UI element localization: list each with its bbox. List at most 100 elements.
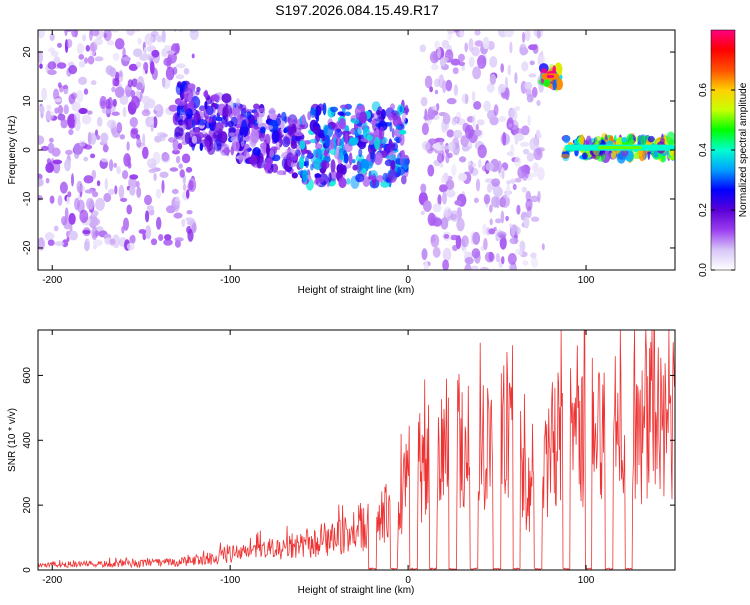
- heatmap-x-tick-label: -100: [220, 275, 240, 286]
- heatmap-blob: [431, 105, 438, 111]
- heatmap-blob: [395, 124, 402, 130]
- heatmap-blob: [398, 129, 407, 135]
- heatmap-blob: [122, 56, 131, 62]
- heatmap-blob: [522, 260, 529, 266]
- heatmap-blob: [434, 89, 439, 95]
- heatmap-blob: [150, 124, 154, 132]
- heatmap-blob: [328, 172, 332, 183]
- heatmap-blob: [471, 90, 476, 102]
- heatmap-blob: [87, 110, 93, 115]
- heatmap-blob: [252, 147, 261, 156]
- heatmap-blob: [166, 56, 173, 66]
- heatmap-blob: [74, 117, 81, 132]
- heatmap-blob: [119, 134, 126, 140]
- heatmap-blob: [391, 110, 400, 121]
- heatmap-blob: [133, 11, 140, 24]
- heatmap-blob: [173, 200, 180, 212]
- heatmap-blob: [76, 180, 83, 193]
- heatmap-blob: [151, 49, 160, 58]
- heatmap-blob: [78, 76, 88, 85]
- heatmap-blob: [315, 177, 325, 183]
- snr-series-line: [38, 330, 675, 570]
- heatmap-blob: [186, 189, 190, 199]
- heatmap-blob: [49, 195, 55, 204]
- heatmap-region-0: [38, 0, 199, 252]
- heatmap-blob: [346, 178, 351, 185]
- heatmap-blob: [370, 150, 376, 163]
- heatmap-blob: [116, 166, 121, 175]
- heatmap-blob: [62, 239, 69, 248]
- heatmap-blob: [38, 237, 45, 251]
- heatmap-blob: [238, 152, 243, 164]
- heatmap-blob: [471, 46, 480, 57]
- heatmap-blob: [102, 144, 109, 153]
- heatmap-blob: [378, 126, 385, 140]
- heatmap-blob: [353, 127, 362, 136]
- figure-title: S197.2026.084.15.49.R17: [275, 2, 439, 18]
- heatmap-blob: [166, 205, 176, 214]
- heatmap-blob: [76, 42, 84, 55]
- heatmap-blob: [514, 156, 522, 168]
- heatmap-blob: [71, 173, 74, 187]
- heatmap-region-2: [297, 99, 410, 191]
- heatmap-blob: [68, 213, 76, 225]
- heatmap-blob: [185, 108, 193, 119]
- heatmap-blob: [118, 184, 125, 199]
- heatmap-blob: [175, 43, 180, 54]
- heatmap-blob: [524, 81, 533, 90]
- heatmap-blob: [182, 16, 191, 27]
- heatmap-blob: [455, 235, 462, 250]
- heatmap-blob: [338, 177, 347, 189]
- heatmap-blob: [222, 149, 231, 154]
- heatmap-blob: [161, 78, 171, 89]
- heatmap-blob: [290, 153, 298, 161]
- heatmap-blob: [81, 114, 92, 125]
- heatmap-blob: [362, 121, 368, 135]
- heatmap-blob: [324, 134, 331, 148]
- heatmap-blob: [302, 169, 309, 183]
- heatmap-blob: [75, 11, 79, 23]
- heatmap-blob: [57, 42, 62, 48]
- heatmap-blob: [351, 159, 356, 164]
- heatmap-blob: [500, 210, 505, 224]
- heatmap-blob: [456, 217, 465, 232]
- heatmap-blob: [441, 39, 450, 49]
- heatmap-blob: [194, 131, 204, 140]
- heatmap-blob: [62, 85, 68, 90]
- heatmap-blob: [103, 192, 112, 203]
- heatmap-blob: [91, 218, 101, 226]
- heatmap-blob: [529, 137, 540, 151]
- heatmap-blob: [497, 160, 502, 174]
- heatmap-blob: [468, 56, 475, 68]
- heatmap-blob: [53, 15, 60, 27]
- heatmap-blob: [446, 189, 456, 198]
- heatmap-blob: [310, 107, 316, 118]
- heatmap-blob: [580, 134, 584, 146]
- heatmap-blob: [399, 106, 403, 113]
- heatmap-blob: [330, 159, 336, 173]
- heatmap-blob: [146, 205, 155, 211]
- heatmap-blob: [401, 175, 407, 185]
- heatmap-blob: [317, 103, 324, 111]
- heatmap-blob: [429, 86, 433, 93]
- heatmap-blob: [91, 0, 101, 9]
- heatmap-blob: [437, 47, 441, 59]
- heatmap-blob: [122, 170, 129, 180]
- heatmap-blob: [175, 155, 181, 164]
- heatmap-region-1: [174, 80, 306, 179]
- heatmap-blob: [109, 67, 117, 78]
- heatmap-blob: [176, 100, 187, 106]
- heatmap-blob: [427, 164, 435, 177]
- heatmap-blob: [440, 145, 451, 150]
- heatmap-blob: [177, 135, 185, 141]
- heatmap-blob: [38, 135, 45, 145]
- heatmap-blob: [59, 85, 64, 93]
- heatmap-blob: [442, 259, 449, 270]
- heatmap-blob: [47, 69, 57, 76]
- heatmap-blob: [525, 190, 532, 202]
- heatmap-blob: [109, 159, 114, 172]
- heatmap-blob: [56, 62, 67, 69]
- heatmap-blob: [451, 163, 457, 176]
- heatmap-blob: [541, 243, 545, 251]
- heatmap-blob: [472, 231, 481, 245]
